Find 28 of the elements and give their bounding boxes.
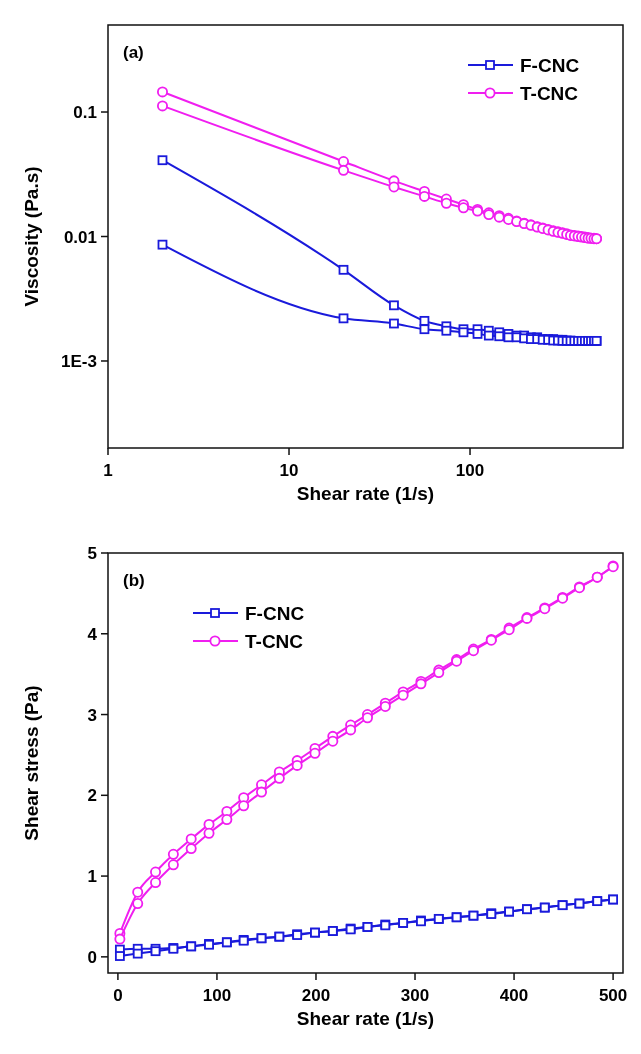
legend-label: F-CNC xyxy=(520,55,580,76)
legend-label: T-CNC xyxy=(520,83,579,104)
y-tick-label: 1E-3 xyxy=(61,351,97,371)
x-tick-label: 10 xyxy=(279,461,299,480)
legend-label: T-CNC xyxy=(245,631,304,652)
x-tick-label: 100 xyxy=(202,986,232,1005)
x-axis-title: Shear rate (1/s) xyxy=(296,483,435,504)
y-tick-label: 2 xyxy=(87,786,97,806)
y-tick-label: 4 xyxy=(87,624,98,644)
x-tick-label: 500 xyxy=(598,986,628,1005)
y-tick-label: 0 xyxy=(87,947,97,967)
x-tick-label: 400 xyxy=(499,986,529,1005)
y-tick-label: 5 xyxy=(87,544,97,563)
x-tick-label: 0 xyxy=(113,986,123,1005)
legend-label: F-CNC xyxy=(245,603,305,624)
y-axis-title: Viscosity (Pa.s) xyxy=(21,166,42,307)
x-tick-label: 100 xyxy=(455,461,485,480)
y-tick-label: 0.1 xyxy=(73,103,97,123)
x-axis-title: Shear rate (1/s) xyxy=(296,1008,435,1029)
y-tick-label: 0.01 xyxy=(63,227,97,247)
x-tick-label: 200 xyxy=(301,986,331,1005)
y-axis-title: Shear stress (Pa) xyxy=(21,685,42,841)
x-tick-label: 300 xyxy=(400,986,430,1005)
y-tick-label: 3 xyxy=(87,705,97,725)
y-tick-label: 1 xyxy=(87,867,97,887)
annotation: (a) xyxy=(123,43,144,62)
annotation: (b) xyxy=(123,571,145,590)
x-tick-label: 1 xyxy=(103,461,113,480)
